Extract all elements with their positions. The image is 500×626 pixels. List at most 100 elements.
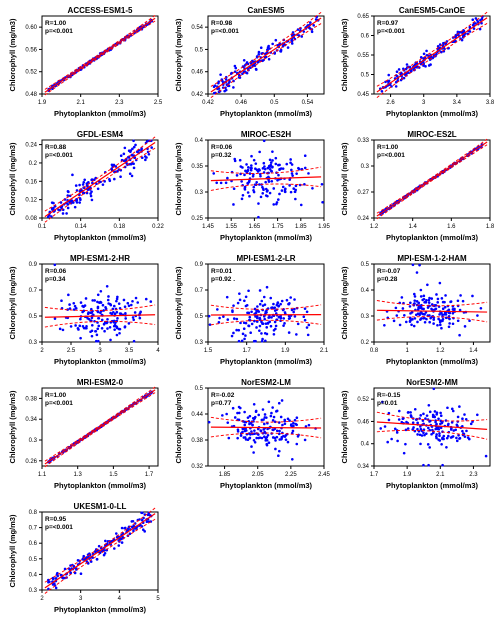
ytick-label: 0.12 [25,198,37,204]
scatter-panel: 0.811.21.40.20.30.40.5Phytoplankton (mmo… [336,250,496,370]
xtick-label: 2.3 [469,472,478,478]
xtick-label: 0.14 [75,224,87,230]
xtick-label: 0.22 [152,224,164,230]
xtick-label: 2.1 [436,472,445,478]
xtick-label: 1.9 [38,100,47,106]
ylabel: Chlorophyll (mg/m3) [8,266,17,339]
ytick-label: 0.7 [29,288,38,294]
scatter-points [208,399,317,460]
xlabel: Phytoplankton (mmol/m3) [54,109,147,118]
ci-lower [45,148,155,222]
xtick-label: 1.65 [249,224,261,230]
stat-R: R=-0.02 [211,392,235,399]
ytick-label: 0.3 [195,340,204,346]
stat-p: p=0.28 [377,276,398,283]
xlabel: Phytoplankton (mmol/m3) [54,357,147,366]
ylabel: Chlorophyll (mg/m3) [340,266,349,339]
xtick-label: 0.18 [113,224,125,230]
ylabel: Chlorophyll (mg/m3) [174,390,183,463]
xtick-label: 1.7 [145,472,154,478]
xtick-label: 1 [405,348,409,354]
xtick-label: 0.1 [38,224,47,230]
stat-R: R=0.95 [45,516,67,523]
scatter-panel: 1.11.31.51.70.260.30.340.38Phytoplankton… [4,374,164,494]
xtick-label: 2.05 [252,472,264,478]
ytick-label: 0.24 [25,143,37,149]
xtick-label: 3 [79,596,83,602]
ytick-label: 0.48 [25,92,37,98]
xtick-label: 1.8 [486,224,495,230]
stat-p: p=0.77 [211,400,232,407]
ytick-label: 0.2 [29,161,38,167]
panel-title: NorESM2-MM [406,378,458,387]
xtick-label: 4 [118,596,122,602]
ytick-label: 0.52 [25,70,37,76]
xtick-label: 1.6 [447,224,456,230]
stat-R: R=-0.15 [377,392,401,399]
ytick-label: 0.27 [357,190,369,196]
xtick-label: 2.1 [76,100,85,106]
ytick-label: 0.08 [25,216,37,222]
ytick-label: 0.42 [191,92,203,98]
xlabel: Phytoplankton (mmol/m3) [54,233,147,242]
ytick-label: 0.25 [191,216,203,222]
stat-p: p=0.32 [211,152,232,159]
ytick-label: 0.65 [357,14,369,20]
ytick-label: 0.60 [25,25,37,31]
ytick-label: 0.56 [25,47,37,53]
stat-p: p=<0.001 [45,400,73,407]
xlabel: Phytoplankton (mmol/m3) [220,481,313,490]
scatter-panel: 0.10.140.180.220.080.120.160.20.24Phytop… [4,126,164,246]
ytick-label: 0.45 [357,92,369,98]
xtick-label: 1.45 [202,224,214,230]
ylabel: Chlorophyll (mg/m3) [8,18,17,91]
ylabel: Chlorophyll (mg/m3) [174,266,183,339]
ytick-label: 0.54 [191,25,203,31]
stat-R: R=0.88 [45,144,67,151]
ytick-label: 0.34 [25,417,37,423]
ytick-label: 0.9 [195,262,204,268]
stat-R: R=1.00 [45,392,67,399]
ytick-label: 0.4 [361,442,370,448]
xtick-label: 3.4 [453,100,462,106]
ylabel: Chlorophyll (mg/m3) [340,142,349,215]
xtick-label: 1.1 [38,472,47,478]
ytick-label: 0.5 [29,314,38,320]
xtick-label: 1.9 [403,472,412,478]
ytick-label: 0.46 [191,70,203,76]
panel-title: MIROC-ES2L [407,130,456,139]
scatter-panel: 1.92.12.32.50.480.520.560.60Phytoplankto… [4,2,164,122]
xtick-label: 2.3 [115,100,124,106]
ytick-label: 0.3 [195,190,204,196]
ytick-label: 0.5 [195,47,204,53]
panel-title: UKESM1-0-LL [74,502,127,511]
ytick-label: 0.3 [361,164,370,170]
stat-p: p=<0.001 [45,28,73,35]
xtick-label: 1.7 [370,472,379,478]
xlabel: Phytoplankton (mmol/m3) [220,357,313,366]
xtick-label: 0.46 [235,100,247,106]
panel-title: MPI-ESM-1-2-HAM [397,254,467,263]
ytick-label: 0.34 [357,464,369,470]
ylabel: Chlorophyll (mg/m3) [340,18,349,91]
ytick-label: 0.3 [29,438,38,444]
ylabel: Chlorophyll (mg/m3) [8,514,17,587]
xtick-label: 2 [40,348,44,354]
ytick-label: 0.44 [191,412,203,418]
xtick-label: 3 [98,348,102,354]
stat-p: p=<0.001 [377,28,405,35]
panel-title: MIROC-ES2H [241,130,291,139]
xtick-label: 5 [156,596,160,602]
ytick-label: 0.5 [195,386,204,392]
xlabel: Phytoplankton (mmol/m3) [54,605,147,614]
xtick-label: 1.75 [272,224,284,230]
panel-title: MRI-ESM2-0 [77,378,124,387]
stat-p: p=0.92 . [211,276,235,283]
xtick-label: 1.2 [370,224,379,230]
ylabel: Chlorophyll (mg/m3) [8,142,17,215]
ytick-label: 0.4 [29,572,38,578]
fit-line [211,427,321,428]
xlabel: Phytoplankton (mmol/m3) [386,233,479,242]
stat-R: R=0.01 [211,268,233,275]
stat-R: R=1.00 [377,144,399,151]
